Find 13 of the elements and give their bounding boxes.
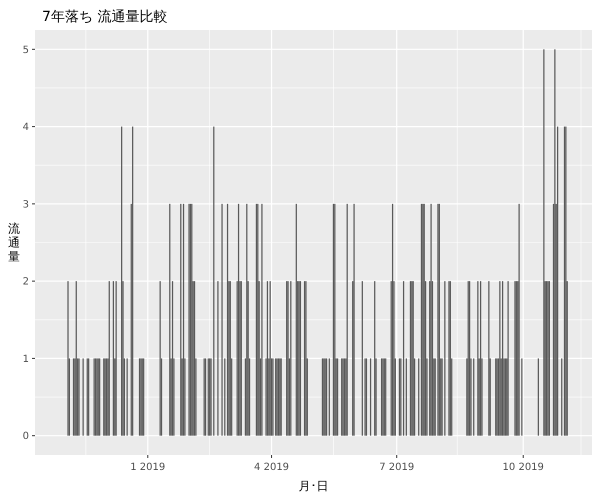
y-tick-label: 5	[22, 44, 29, 56]
x-tick-label: 10 2019	[502, 462, 544, 473]
x-tick-label: 7 2019	[379, 462, 414, 473]
chart-title: 7年落ち 流通量比較	[42, 9, 168, 25]
y-tick-label: 4	[22, 122, 29, 134]
y-tick-label: 1	[22, 354, 29, 365]
y-tick-label: 3	[22, 199, 29, 210]
x-tick-label: 4 2019	[254, 462, 290, 473]
y-tick-label: 0	[22, 431, 29, 442]
y-axis-title: 流通量	[8, 222, 20, 264]
x-axis-title: 月･日	[298, 479, 328, 493]
x-tick-label: 1 2019	[130, 462, 166, 473]
y-tick-label: 2	[22, 276, 29, 288]
